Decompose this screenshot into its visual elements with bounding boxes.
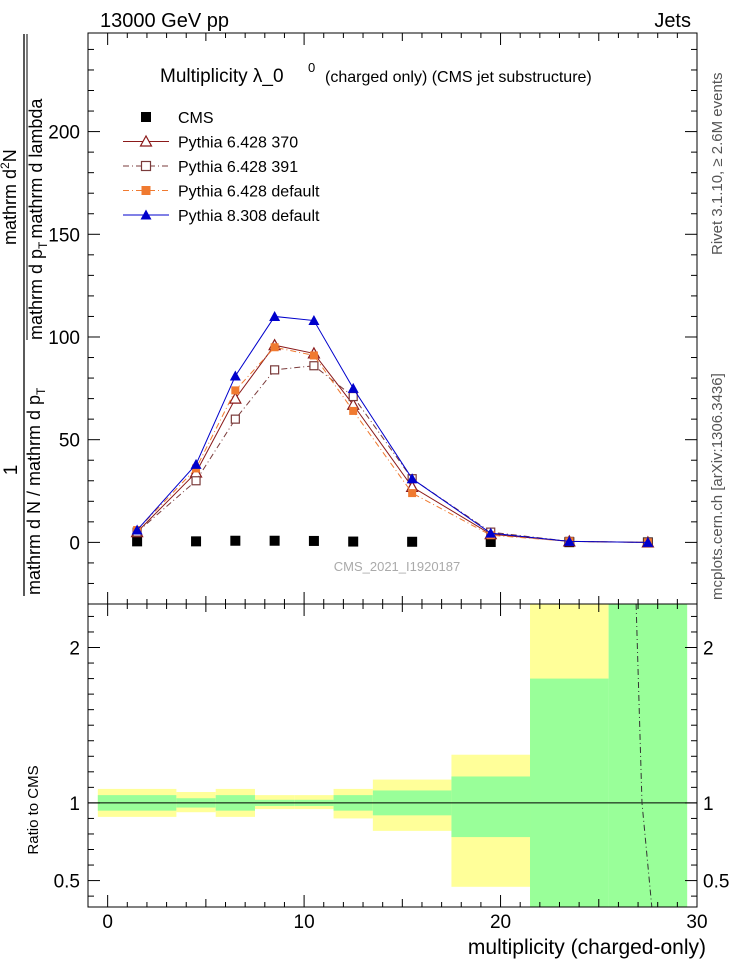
x-tick-label: 20	[490, 912, 511, 933]
series-line	[136, 315, 648, 543]
data-point	[131, 524, 143, 535]
main-y-label: 1 mathrm d N / mathrm d pT mathrm d2N ma…	[0, 34, 50, 596]
legend-marker	[141, 186, 151, 195]
title-main: Multiplicity λ_0	[160, 66, 284, 87]
data-point	[231, 386, 240, 395]
ratio-y-tick-label-right: 0.5	[703, 872, 729, 893]
ratio-y-tick-label-right: 1	[703, 794, 714, 815]
data-point	[309, 361, 319, 371]
data-point	[308, 535, 319, 546]
ratio-y-tick-label: 1	[69, 794, 80, 815]
y-tick-label: 150	[48, 225, 80, 246]
data-point	[269, 310, 281, 321]
data-point	[191, 536, 202, 547]
legend-label: Pythia 6.428 default	[178, 184, 320, 201]
data-point	[308, 315, 320, 326]
mcplots-label: mcplots.cern.ch [arXiv:1306.3436]	[709, 373, 726, 600]
data-point	[563, 535, 575, 546]
ratio-band-green	[451, 776, 531, 838]
ratio-y-tick-label-right: 2	[703, 639, 714, 660]
y-tick-label: 50	[59, 431, 80, 452]
data-point	[229, 370, 241, 381]
data-point	[406, 473, 418, 484]
legend-label: CMS	[178, 110, 214, 127]
data-point	[230, 414, 240, 424]
x-axis-label: multiplicity (charged-only)	[468, 936, 706, 959]
data-point	[270, 365, 280, 375]
legend-marker	[139, 134, 153, 147]
header-process: 13000 GeV pp	[100, 10, 229, 32]
legend-marker	[140, 209, 152, 220]
data-point	[190, 458, 202, 469]
data-point	[191, 476, 201, 486]
legend-label: Pythia 6.428 391	[178, 159, 298, 176]
y-tick-label: 0	[69, 533, 80, 554]
main-frame	[87, 32, 698, 605]
legend-marker	[140, 160, 152, 172]
ratio-series-line	[635, 603, 653, 908]
data-point	[228, 391, 242, 404]
rivet-label: Rivet 3.1.10, ≥ 2.6M events	[709, 73, 726, 256]
data-point	[485, 527, 497, 538]
ylabel-numerator: mathrm d2N	[0, 149, 20, 245]
ylabel-inner-denominator: mathrm d pTmathrm d lambda	[26, 98, 50, 340]
data-point	[132, 536, 143, 547]
y-tick-label: 100	[48, 328, 80, 349]
header-jets: Jets	[654, 10, 691, 32]
ratio-band-green	[608, 604, 688, 907]
data-point	[349, 406, 358, 415]
data-point	[270, 343, 279, 352]
data-point	[348, 536, 359, 547]
ratio-band-green	[530, 678, 609, 907]
title-rest: (charged only) (CMS jet substructure)	[325, 69, 592, 86]
main-plot-title: Multiplicity λ_0 0 (charged only) (CMS j…	[160, 60, 592, 87]
data-point	[408, 489, 417, 498]
title-superscript: 0	[308, 60, 315, 75]
data-point	[230, 535, 241, 546]
ratio-y-label: Ratio to CMS	[25, 765, 42, 854]
ylabel-prefix: 1	[1, 465, 22, 476]
ratio-y-tick-label: 0.5	[54, 872, 80, 893]
series-line	[136, 365, 648, 543]
data-point	[485, 536, 496, 547]
data-point	[269, 535, 280, 546]
legend: CMS Pythia 6.428 370 Pythia 6.428 391 Pythi…	[123, 110, 320, 225]
x-tick-label: 10	[294, 912, 315, 933]
legend-label: Pythia 6.428 370	[178, 135, 298, 152]
legend-label: Pythia 8.308 default	[178, 208, 320, 225]
main-plot: 0 50 100 150 200	[48, 32, 698, 605]
data-point	[347, 382, 359, 393]
data-point	[407, 536, 418, 547]
series-line	[136, 346, 648, 543]
legend-marker	[141, 112, 151, 122]
data-point	[642, 536, 654, 547]
series-4	[131, 310, 654, 547]
ratio-y-tick-label: 2	[69, 639, 80, 660]
y-tick-label: 200	[48, 123, 80, 144]
ylabel-denominator: mathrm d N / mathrm d pT	[24, 387, 48, 595]
ratio-plot: 0 10 20 30 0.5 0.5 1 1 2 2	[54, 603, 729, 933]
data-point	[348, 391, 358, 402]
data-point	[309, 351, 318, 360]
x-tick-label: 0	[102, 912, 113, 933]
analysis-watermark: CMS_2021_I1920187	[334, 559, 461, 574]
x-tick-label: 30	[686, 912, 707, 933]
series-line	[136, 344, 648, 543]
